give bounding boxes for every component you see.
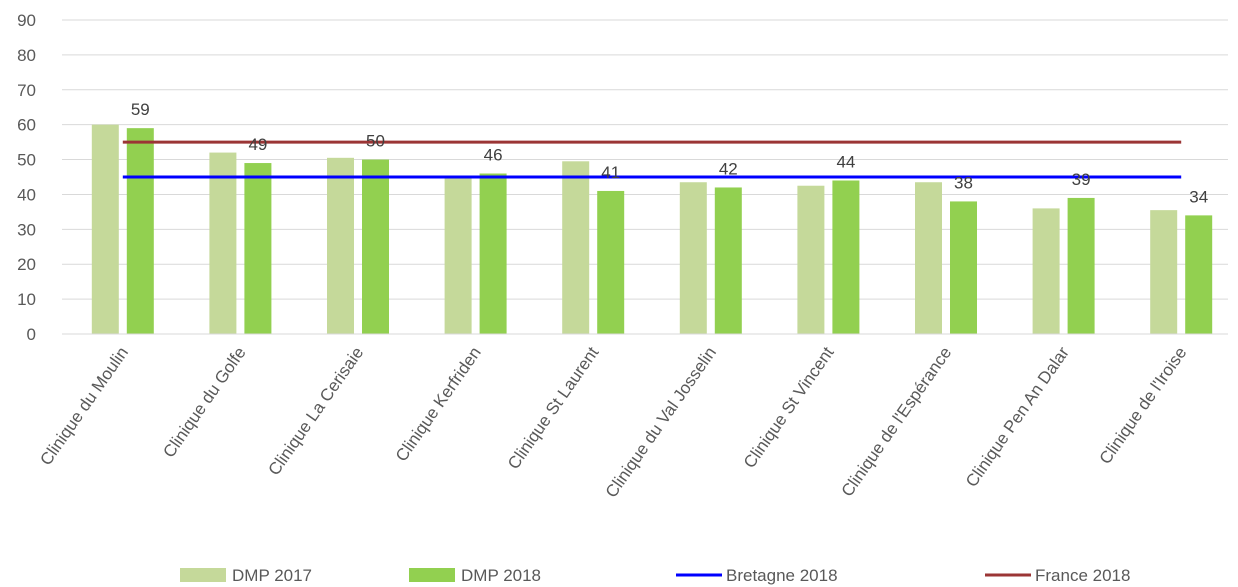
category-label: Clinique St Laurent — [504, 343, 603, 473]
bar-dmp-2017 — [327, 157, 354, 334]
data-label: 50 — [366, 132, 385, 151]
data-label: 39 — [1072, 170, 1091, 189]
bar-dmp-2017 — [797, 185, 825, 334]
category-label: Clinique Pen An Dalar — [962, 343, 1073, 490]
legend-label: DMP 2017 — [232, 566, 312, 585]
bar-dmp-2017 — [679, 182, 707, 334]
legend-label: Bretagne 2018 — [726, 566, 838, 585]
legend: DMP 2017 DMP 2018 Bretagne 2018 France 2018 — [180, 566, 1130, 585]
bar-dmp-2018 — [362, 159, 389, 334]
bar-dmp-2017 — [1150, 210, 1178, 334]
bar-dmp-2018 — [479, 173, 507, 334]
legend-item: DMP 2018 — [409, 566, 541, 585]
legend-label: DMP 2018 — [461, 566, 541, 585]
data-label: 34 — [1189, 187, 1208, 206]
y-axis: 0 10 20 30 40 50 60 70 80 90 — [17, 11, 36, 344]
reference-lines — [122, 140, 1182, 179]
category-label: Clinique St Vincent — [740, 343, 838, 472]
category-label: Clinique du Golfe — [159, 343, 249, 461]
y-tick-label: 90 — [17, 11, 36, 30]
y-tick-label: 60 — [17, 116, 36, 135]
bar-dmp-2018 — [714, 187, 742, 334]
category-label: Clinique de l'Iroise — [1096, 343, 1191, 467]
bar-dmp-2017 — [1032, 208, 1060, 334]
bar-dmp-2018 — [126, 128, 154, 334]
data-labels: 59 49 50 46 41 42 44 38 39 34 — [131, 100, 1208, 206]
data-label: 42 — [719, 159, 738, 178]
category-label: Clinique de l'Espérance — [838, 343, 956, 500]
bar-dmp-2017 — [91, 124, 119, 335]
bar-dmp-2018 — [1185, 215, 1213, 334]
legend-item: DMP 2017 — [180, 566, 312, 585]
category-label: Clinique du Val Josselin — [602, 343, 720, 501]
y-tick-label: 30 — [17, 220, 36, 239]
bar-dmp-2017 — [562, 161, 590, 334]
y-tick-label: 10 — [17, 290, 36, 309]
category-label: Clinique La Cerisaie — [264, 343, 367, 479]
data-label: 49 — [248, 135, 267, 154]
bar-dmp-2018 — [950, 201, 977, 334]
x-axis: Clinique du Moulin Clinique du Golfe Clini… — [36, 333, 1228, 501]
y-tick-label: 80 — [17, 46, 36, 65]
y-tick-label: 0 — [27, 325, 36, 344]
data-label: 41 — [601, 163, 620, 182]
category-label: Clinique du Moulin — [36, 343, 132, 468]
data-label: 44 — [836, 152, 855, 171]
bar-dmp-2018 — [1067, 197, 1095, 334]
bar-dmp-2018 — [832, 180, 860, 334]
category-label: Clinique Kerfriden — [392, 343, 485, 465]
legend-swatch — [180, 568, 226, 582]
bars — [91, 124, 1213, 335]
y-tick-label: 50 — [17, 151, 36, 170]
bar-dmp-2017 — [444, 177, 472, 334]
y-tick-label: 70 — [17, 81, 36, 100]
bar-dmp-2017 — [915, 182, 942, 334]
data-label: 46 — [484, 146, 503, 165]
legend-label: France 2018 — [1035, 566, 1130, 585]
bar-dmp-2018 — [244, 163, 272, 334]
legend-item: France 2018 — [985, 566, 1130, 585]
legend-swatch — [409, 568, 455, 582]
legend-item: Bretagne 2018 — [676, 566, 838, 585]
bar-dmp-2017 — [209, 152, 237, 334]
y-tick-label: 40 — [17, 185, 36, 204]
data-label: 38 — [954, 173, 973, 192]
y-tick-label: 20 — [17, 255, 36, 274]
bar-dmp-2018 — [597, 190, 625, 334]
data-label: 59 — [131, 100, 150, 119]
